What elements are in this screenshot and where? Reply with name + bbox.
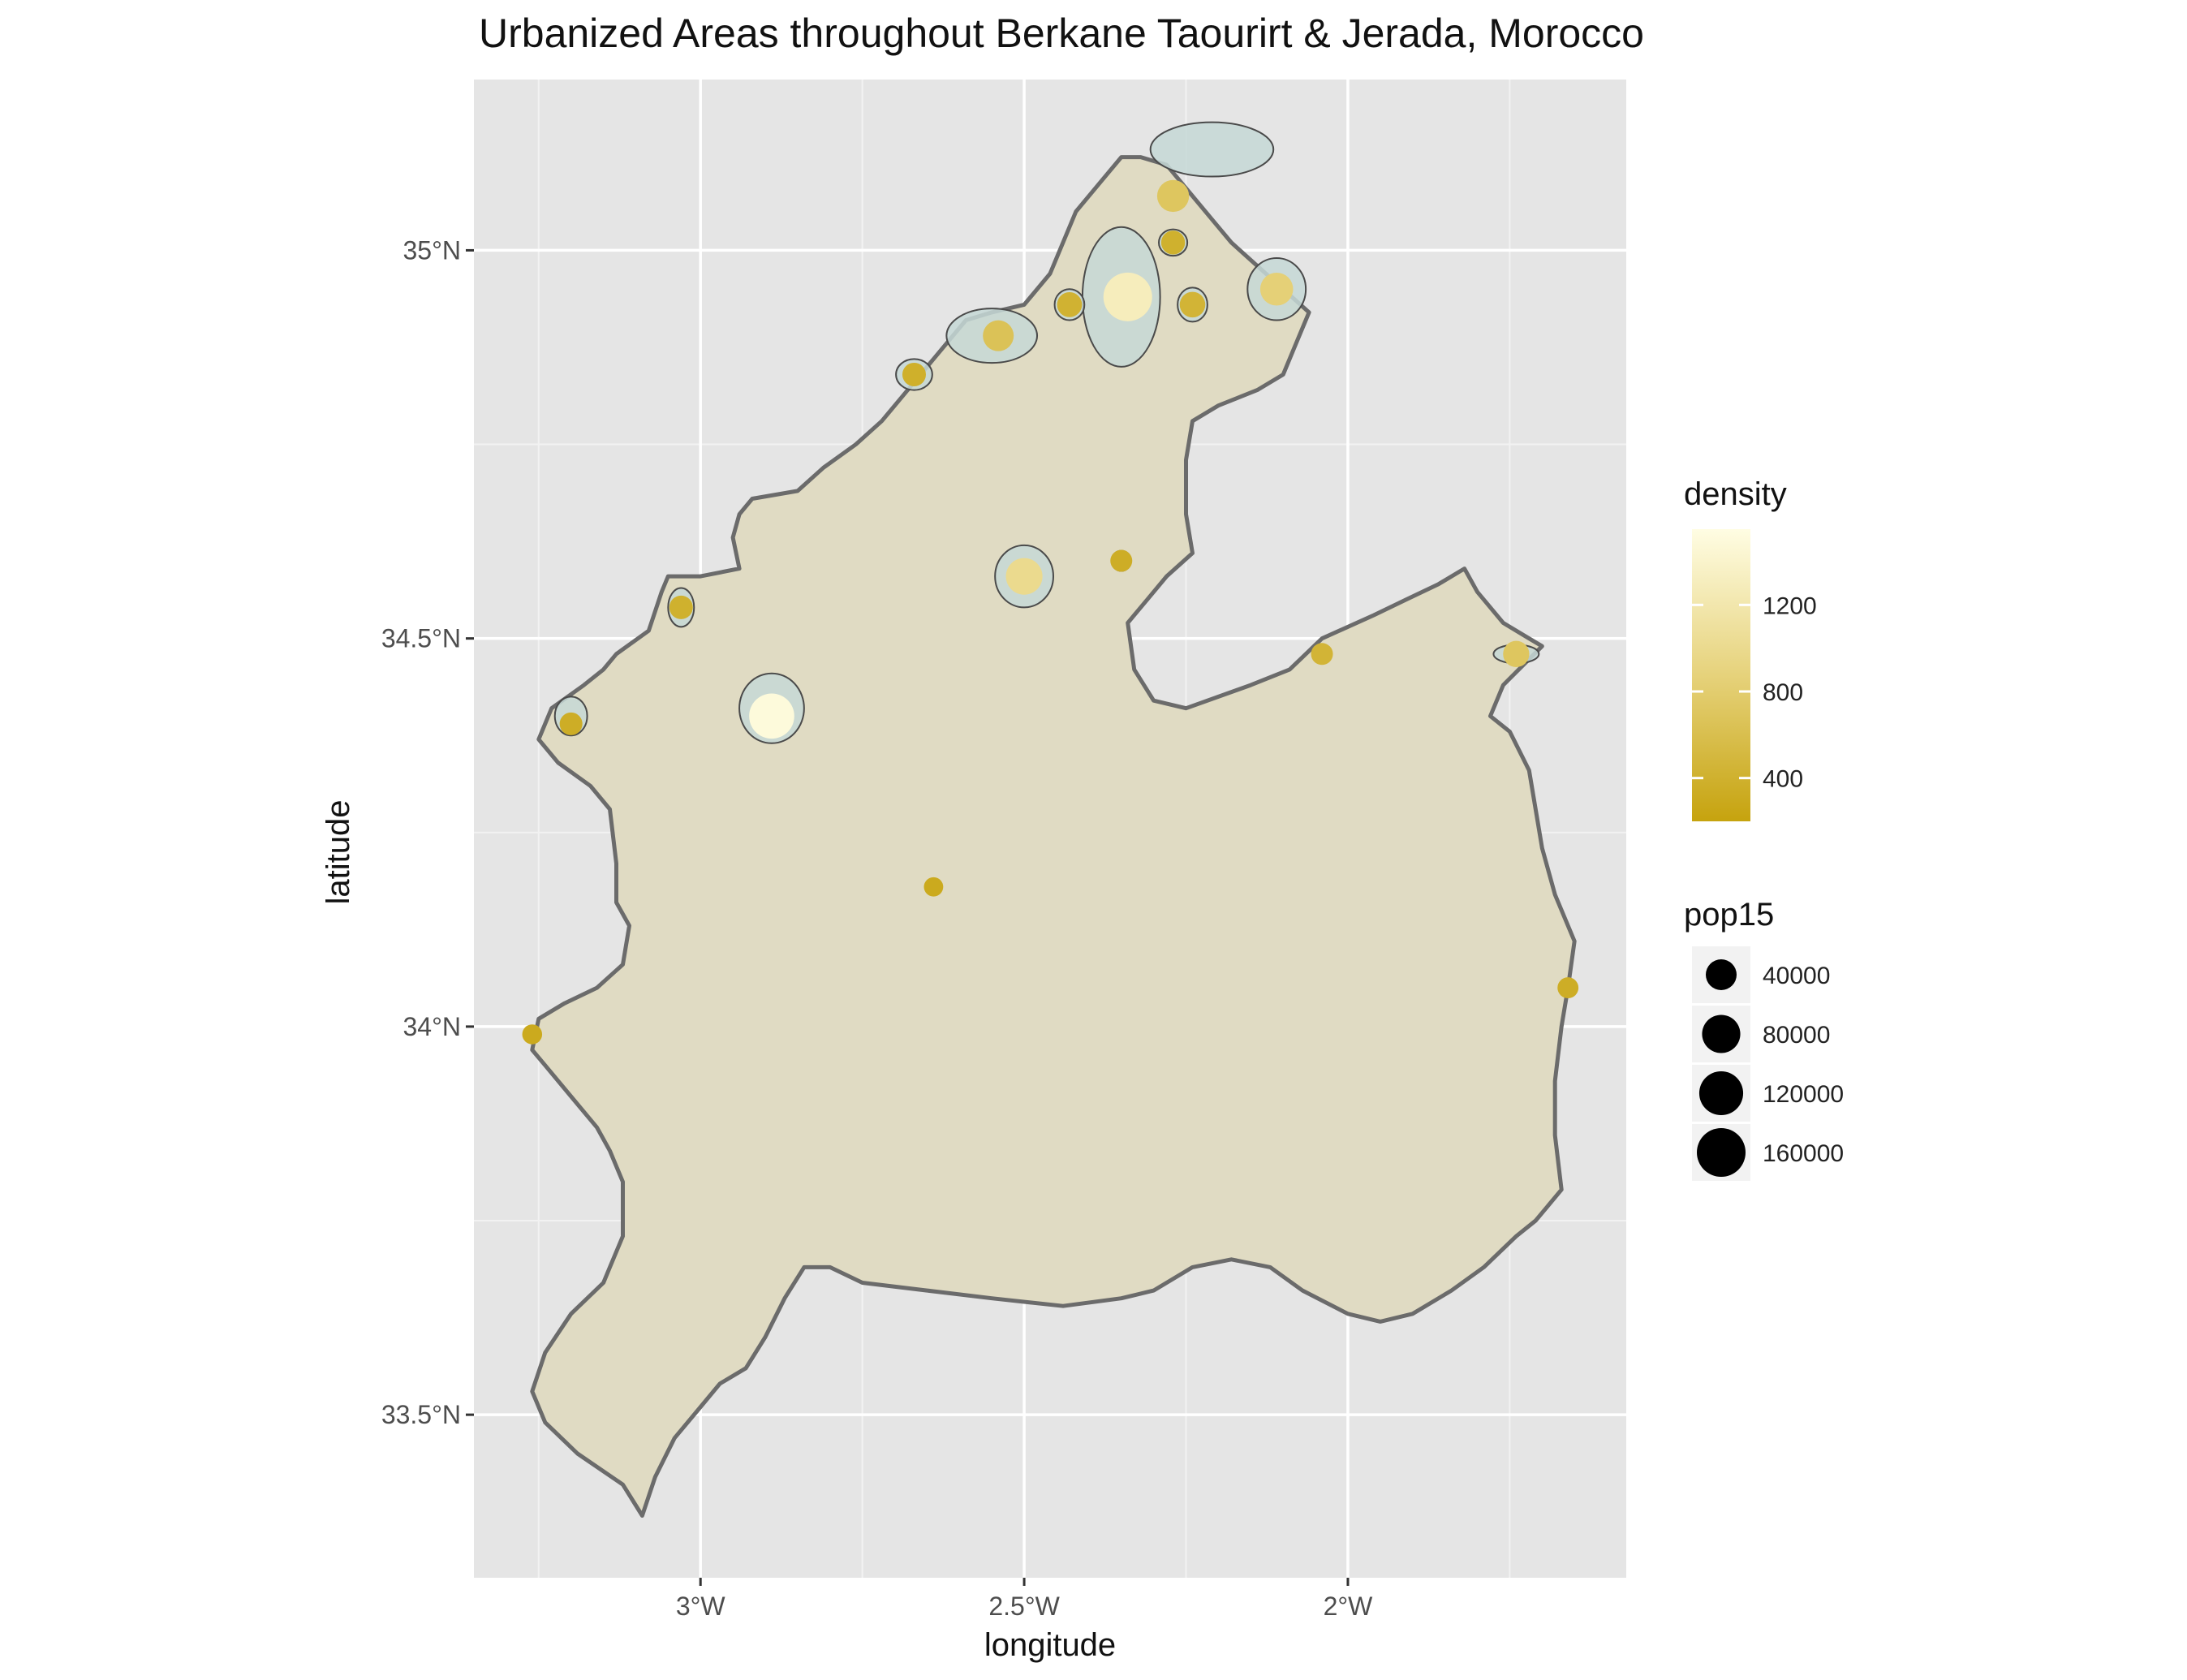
legend-pop-label: 80000 <box>1763 1022 1830 1049</box>
urban-area <box>1149 121 1275 178</box>
city-points <box>522 179 1579 1045</box>
legend-pop-label: 160000 <box>1763 1140 1844 1167</box>
y-tick-label: 34.5°N <box>381 624 461 653</box>
city-point <box>1179 291 1206 318</box>
legend-pop-key <box>1702 1014 1741 1053</box>
city-point <box>1503 640 1530 667</box>
city-point <box>522 1024 543 1045</box>
legend-density-label: 400 <box>1763 766 1803 793</box>
city-point <box>1557 977 1579 998</box>
city-point <box>1311 643 1333 666</box>
region-outline <box>530 155 1577 1518</box>
legend-density-title: density <box>1684 476 1787 512</box>
y-axis-title: latitude <box>321 800 356 905</box>
city-point <box>923 877 944 897</box>
y-axis: 33.5°N 34°N 34.5°N 35°N <box>381 235 474 1429</box>
legend-pop-key <box>1697 1128 1746 1177</box>
legend-density-labels: 1200 800 400 <box>1692 592 1817 793</box>
city-point <box>1160 230 1186 255</box>
city-point <box>1259 272 1294 306</box>
city-point <box>1005 558 1043 595</box>
x-tick-label: 3°W <box>676 1592 726 1621</box>
city-point <box>1156 179 1190 213</box>
legend-pop-keys: 40000 80000 120000 160000 <box>1692 946 1844 1181</box>
city-point <box>1057 291 1083 317</box>
legend-pop-title: pop15 <box>1684 897 1774 933</box>
legend-density-label: 800 <box>1763 679 1803 706</box>
legend-density-label: 1200 <box>1763 592 1817 619</box>
x-axis: 3°W 2.5°W 2°W <box>676 1578 1373 1621</box>
city-point <box>1110 549 1133 572</box>
chart-title: Urbanized Areas throughout Berkane Taour… <box>479 11 1644 56</box>
city-point <box>749 693 794 739</box>
x-tick-label: 2°W <box>1324 1592 1374 1621</box>
legend-pop-label: 120000 <box>1763 1081 1844 1108</box>
legend-density-colorbar <box>1692 529 1750 821</box>
city-point <box>902 362 926 386</box>
y-tick-label: 34°N <box>403 1012 462 1041</box>
legend-pop-label: 40000 <box>1763 963 1830 989</box>
city-point <box>983 320 1014 351</box>
legend-pop-key <box>1706 959 1737 990</box>
x-axis-title: longitude <box>984 1627 1116 1663</box>
y-tick-label: 33.5°N <box>381 1400 461 1429</box>
city-point <box>669 595 693 619</box>
y-tick-label: 35°N <box>403 235 462 265</box>
city-point <box>1103 272 1152 321</box>
city-point <box>559 712 583 735</box>
legend-pop-key <box>1698 1070 1744 1116</box>
x-tick-label: 2.5°W <box>988 1592 1060 1621</box>
